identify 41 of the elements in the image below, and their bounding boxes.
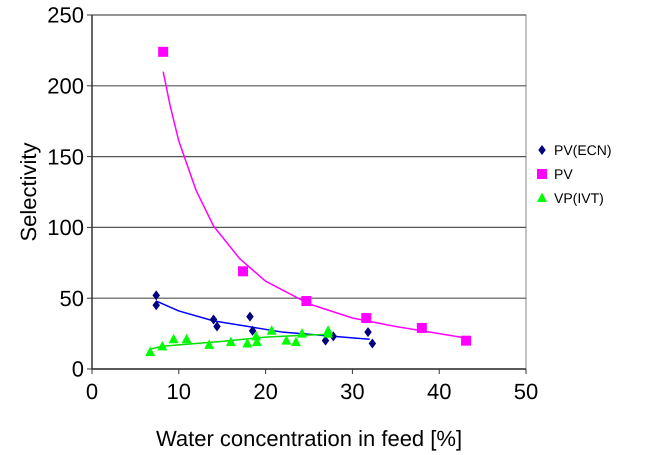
point — [248, 326, 256, 336]
legend-label: PV — [554, 166, 574, 182]
point — [246, 312, 254, 322]
point — [290, 336, 301, 346]
point — [266, 325, 277, 335]
legend-label: PV(ECN) — [554, 142, 612, 158]
x-tick-label: 20 — [253, 379, 278, 404]
y-tick-label: 200 — [47, 74, 84, 98]
point — [168, 334, 179, 344]
point — [281, 335, 292, 345]
point — [301, 296, 312, 306]
point — [182, 334, 192, 344]
point — [416, 322, 427, 333]
point — [158, 46, 168, 57]
x-tick-label: 10 — [166, 379, 192, 404]
point — [242, 338, 252, 348]
point — [204, 339, 214, 349]
x-tick-label: 50 — [514, 379, 538, 404]
x-tick-label: 40 — [426, 379, 452, 404]
point — [361, 313, 372, 324]
point — [152, 290, 160, 300]
point — [297, 328, 308, 338]
point — [213, 322, 221, 332]
x-axis-title: Water concentration in feed [%] — [156, 426, 462, 451]
y-tick-label: 250 — [47, 2, 84, 28]
point — [461, 336, 472, 346]
point — [152, 300, 160, 310]
point — [145, 346, 156, 356]
point — [364, 327, 372, 338]
y-axis-title: Selectivity — [16, 142, 41, 242]
point — [226, 336, 236, 346]
y-tick-label: 100 — [47, 215, 84, 240]
point — [210, 314, 218, 324]
x-tick-label: 30 — [340, 379, 365, 404]
point — [238, 266, 248, 276]
y-tick-label: 150 — [47, 144, 84, 170]
point — [157, 340, 168, 350]
y-tick-label: 0 — [72, 356, 84, 382]
y-tick-label: 50 — [60, 286, 84, 311]
point — [368, 338, 376, 349]
legend-label: VP(IVT) — [554, 190, 604, 206]
